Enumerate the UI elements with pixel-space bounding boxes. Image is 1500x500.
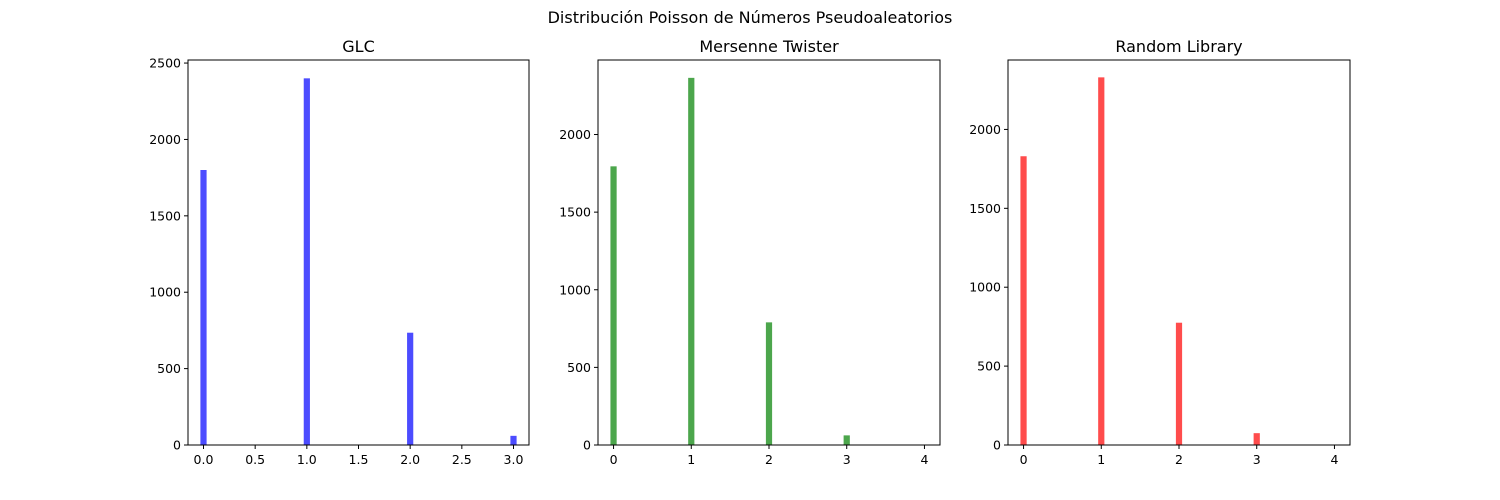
axes-frame — [187, 59, 530, 446]
y-tick-label: 500 — [157, 361, 181, 376]
x-tick-label: 2.5 — [452, 452, 472, 467]
x-tick-label: 2 — [1175, 452, 1183, 467]
histogram-bar — [510, 435, 517, 445]
chart-panel-1: Mersenne Twister 0 1 2 3 4 0 500 1000 1500 2000 — [559, 37, 941, 467]
x-tick-label: 4 — [1330, 452, 1338, 467]
x-tick-label: 2.0 — [400, 452, 420, 467]
y-tick-label: 0 — [993, 438, 1001, 453]
histogram-bar — [765, 322, 773, 445]
x-tick-label: 1 — [687, 452, 695, 467]
x-tick-label: 1.0 — [297, 452, 317, 467]
histogram-bar — [200, 170, 207, 445]
panel-title: Mersenne Twister — [699, 37, 839, 56]
histogram-bar — [1175, 322, 1183, 445]
histogram-bar — [1020, 156, 1027, 445]
panel-title: Random Library — [1115, 37, 1242, 56]
y-tick-label: 0 — [173, 438, 181, 453]
y-tick-label: 2000 — [969, 122, 1001, 137]
histogram-bar — [1098, 77, 1105, 445]
histogram-bar — [688, 77, 695, 446]
y-tick-label: 2000 — [149, 132, 181, 147]
chart-panel-2: Random Library 0 1 2 3 4 0 500 1000 1500 2000 — [969, 37, 1351, 467]
x-tick-label: 3 — [1253, 452, 1261, 467]
x-tick-label: 0 — [610, 452, 618, 467]
y-tick-label: 2000 — [559, 127, 591, 142]
chart-panel-0: GLC 0.0 0.5 1.0 1.5 2.0 2.5 3.0 0 500 1000 1500 2000… — [149, 37, 530, 467]
x-tick-label: 4 — [920, 452, 928, 467]
panel-title: GLC — [342, 37, 374, 56]
x-tick-label: 2 — [765, 452, 773, 467]
x-tick-label: 1 — [1097, 452, 1105, 467]
y-tick-label: 0 — [583, 438, 591, 453]
y-tick-label: 500 — [977, 359, 1001, 374]
x-tick-label: 0 — [1020, 452, 1028, 467]
y-tick-label: 1500 — [559, 205, 591, 220]
histogram-bar — [610, 166, 617, 445]
histogram-bar — [407, 332, 414, 445]
y-tick-label: 2500 — [149, 56, 181, 71]
histogram-bar — [843, 435, 850, 445]
y-tick-label: 1500 — [149, 208, 181, 223]
y-tick-label: 500 — [567, 360, 591, 375]
histogram-bar — [1253, 433, 1260, 445]
y-tick-label: 1000 — [969, 280, 1001, 295]
histogram-bar — [303, 78, 310, 445]
x-tick-label: 0.0 — [194, 452, 214, 467]
y-tick-label: 1000 — [559, 282, 591, 297]
x-tick-label: 3.0 — [504, 452, 524, 467]
y-tick-label: 1500 — [969, 201, 1001, 216]
figure-suptitle: Distribución Poisson de Números Pseudoal… — [548, 8, 953, 27]
x-tick-label: 3 — [843, 452, 851, 467]
y-tick-label: 1000 — [149, 285, 181, 300]
x-tick-label: 0.5 — [245, 452, 265, 467]
x-tick-label: 1.5 — [349, 452, 369, 467]
